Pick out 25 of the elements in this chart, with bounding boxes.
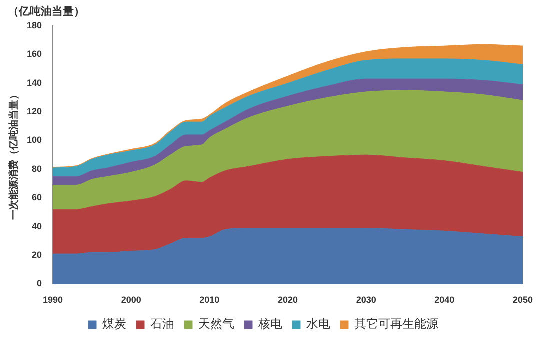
y-axis-title: 一次能源消费（亿吨油当量） xyxy=(8,90,20,220)
y-tick-label: 60 xyxy=(32,192,42,203)
y-tick-label: 40 xyxy=(32,221,42,232)
x-tick-label: 2030 xyxy=(356,295,376,306)
legend-label: 煤炭 xyxy=(102,317,126,332)
text: （亿吨油当量） xyxy=(8,4,85,19)
y-tick-label: 100 xyxy=(26,135,42,146)
legend-label: 石油 xyxy=(150,317,174,332)
y-tick-label: 20 xyxy=(32,250,42,260)
legend-label: 水电 xyxy=(306,317,330,332)
x-tick-label: 2000 xyxy=(121,295,142,306)
x-tick-label: 2050 xyxy=(512,295,534,306)
legend-label: 其它可再生能源 xyxy=(354,317,438,332)
legend-label: 天然气 xyxy=(198,317,234,332)
x-tick-label: 2040 xyxy=(434,295,455,306)
legend-label: 核电 xyxy=(258,317,282,332)
x-tick-label: 1990 xyxy=(43,295,64,306)
y-tick-label: 160 xyxy=(26,49,42,60)
y-tick-label: 0 xyxy=(37,278,42,289)
x-tick-label: 2020 xyxy=(278,295,298,306)
x-tick-label: 2010 xyxy=(200,295,220,306)
y-tick-label: 180 xyxy=(26,20,42,30)
y-tick-label: 80 xyxy=(32,164,42,174)
y-tick-label: 120 xyxy=(26,106,42,117)
y-tick-label: 140 xyxy=(26,78,42,88)
